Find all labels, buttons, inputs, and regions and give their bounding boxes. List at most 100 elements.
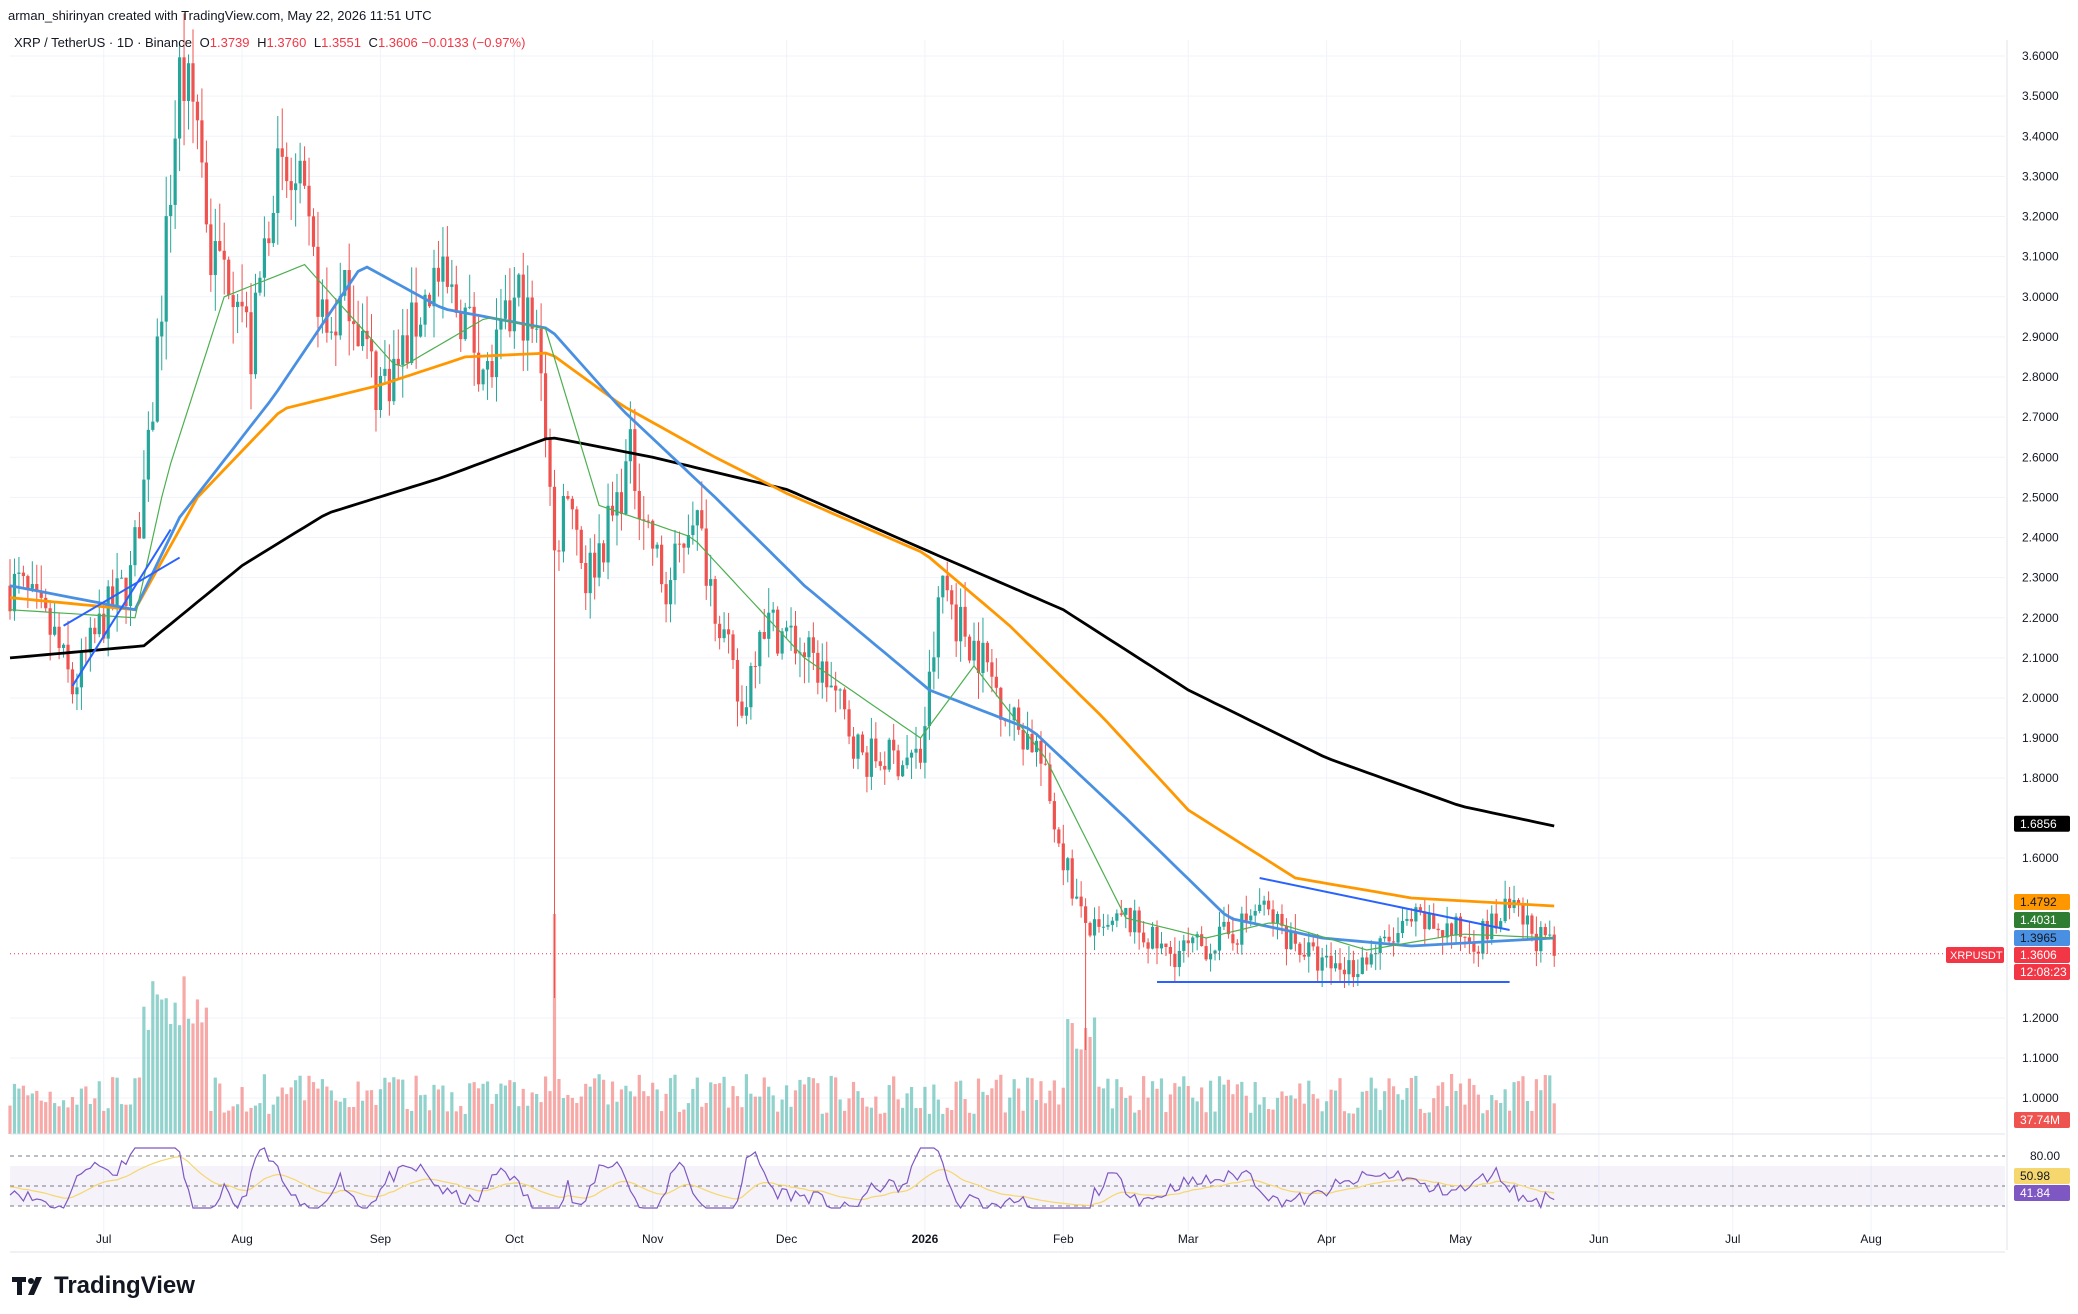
volume-bar <box>985 1095 990 1134</box>
candle-body <box>334 331 338 336</box>
volume-bar <box>298 1075 302 1134</box>
brand-name: TradingView <box>54 1272 195 1299</box>
candle-body <box>753 665 757 667</box>
candle-body <box>1552 934 1556 956</box>
candle-body <box>298 160 302 184</box>
candle-body <box>1378 938 1382 954</box>
candle-body <box>347 270 351 322</box>
volume-bar <box>932 1084 936 1134</box>
candle-body <box>320 299 325 317</box>
volume-bar <box>543 1076 548 1134</box>
y-tick-label: 2.8000 <box>2022 370 2059 384</box>
volume-bar <box>762 1077 766 1134</box>
candle-body <box>1458 916 1463 937</box>
candle-body <box>1409 918 1414 922</box>
price-tag-bg <box>2014 894 2070 910</box>
volume-bar <box>1168 1094 1173 1134</box>
volume-bar <box>97 1081 101 1134</box>
trendline[interactable] <box>71 528 172 687</box>
candle-body <box>517 274 521 298</box>
candle-body <box>526 297 530 341</box>
volume-bar <box>1325 1101 1329 1134</box>
candle-body <box>1084 906 1088 923</box>
symbol-legend: XRP / TetherUS · 1D · Binance O1.3739 H1… <box>14 35 525 50</box>
candle-body <box>1159 943 1164 949</box>
candle-body <box>1150 926 1155 949</box>
rsi-value-tag-bg <box>2014 1185 2070 1201</box>
candle-body <box>807 637 811 658</box>
volume-bar <box>816 1083 820 1134</box>
volume-bar <box>419 1095 423 1134</box>
volume-bar <box>1204 1112 1208 1134</box>
candle-body <box>374 351 378 410</box>
candle-body <box>468 306 472 308</box>
candle-body <box>1499 921 1503 929</box>
candle-body <box>405 335 409 363</box>
candle-body <box>588 552 592 594</box>
volume-bar <box>1449 1074 1454 1134</box>
volume-bar <box>941 1113 945 1134</box>
candle-body <box>1467 937 1472 944</box>
candle-body <box>182 57 186 102</box>
volume-bar <box>1088 1036 1092 1134</box>
candle-body <box>521 274 525 341</box>
volume-bar <box>784 1085 789 1134</box>
volume-bar <box>981 1091 985 1134</box>
candle-body <box>1534 933 1538 952</box>
y-tick-label: 2.5000 <box>2022 490 2059 504</box>
change-value: −0.0133 (−0.97%) <box>421 35 526 50</box>
open-value: 1.3739 <box>209 35 250 50</box>
volume-bar <box>200 1022 204 1134</box>
candle-body <box>369 339 374 352</box>
volume-bar <box>338 1101 342 1134</box>
volume-bar <box>905 1093 909 1134</box>
volume-bar <box>1347 1113 1351 1134</box>
volume-bar <box>294 1080 298 1134</box>
candle-body <box>61 644 66 648</box>
candle-body <box>744 707 749 716</box>
volume-bar <box>539 1102 543 1134</box>
volume-bar <box>664 1093 668 1134</box>
volume-bar <box>1503 1089 1507 1134</box>
volume-bar <box>753 1096 757 1134</box>
candle-body <box>1030 733 1034 753</box>
tradingview-brand[interactable]: TradingView <box>12 1272 195 1300</box>
candle-body <box>1119 913 1123 915</box>
volume-bar <box>414 1075 418 1134</box>
candle-body <box>419 324 423 337</box>
candle-body <box>35 584 39 591</box>
volume-bar <box>57 1106 61 1134</box>
volume-bar <box>874 1096 878 1134</box>
volume-bar <box>311 1082 316 1134</box>
volume-bar <box>615 1101 619 1134</box>
candle-body <box>97 613 101 635</box>
candle-body <box>173 138 177 205</box>
candle-body <box>227 259 231 296</box>
candle-body <box>606 505 610 563</box>
candle-body <box>874 738 878 762</box>
volume-bar <box>164 998 168 1134</box>
candle-body <box>30 584 34 589</box>
candle-body <box>338 295 342 336</box>
candle-body <box>1396 933 1400 943</box>
candle-body <box>883 765 887 770</box>
candle-body <box>1342 969 1347 975</box>
volume-bar <box>84 1086 88 1134</box>
volume-bar <box>820 1113 824 1134</box>
trendline[interactable] <box>1259 877 1510 931</box>
volume-bar <box>209 1110 213 1134</box>
candle-body <box>838 689 842 691</box>
candle-body <box>963 606 967 637</box>
volume-bar <box>195 999 200 1134</box>
low-label: L <box>313 35 322 50</box>
trendline[interactable] <box>63 556 181 627</box>
candle-body <box>552 486 557 551</box>
volume-bar <box>512 1082 516 1134</box>
volume-bar <box>579 1096 583 1134</box>
volume-bar <box>856 1091 860 1134</box>
volume-bar <box>517 1106 521 1134</box>
volume-bar <box>1030 1078 1034 1134</box>
candle-body <box>593 552 597 578</box>
volume-bar <box>325 1086 329 1134</box>
